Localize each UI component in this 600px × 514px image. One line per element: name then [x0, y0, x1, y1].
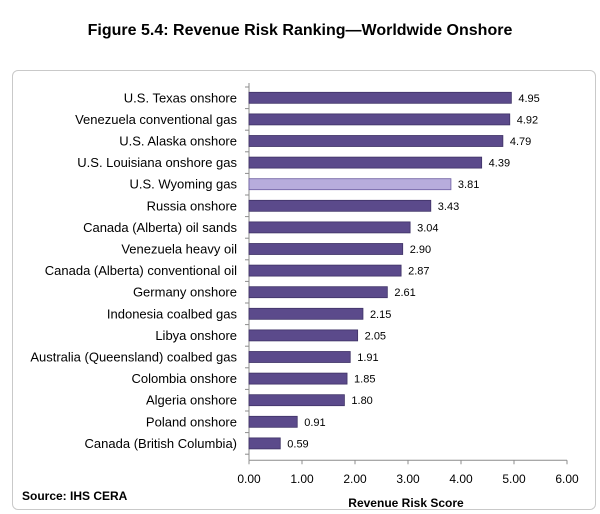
bar [248, 156, 483, 169]
category-label: Algeria onshore [146, 393, 237, 408]
data-label: 4.92 [517, 114, 538, 126]
category-label: Venezuela heavy oil [121, 242, 237, 257]
bar [248, 415, 298, 428]
data-label: 3.81 [458, 179, 479, 191]
data-label: 3.04 [417, 222, 438, 234]
category-label: Venezuela conventional gas [75, 112, 237, 127]
x-tick-label: 3.00 [396, 472, 420, 486]
bar [248, 372, 348, 385]
data-label: 2.15 [370, 309, 391, 321]
bar [248, 221, 411, 234]
bar [248, 199, 432, 212]
x-tick-label: 1.00 [290, 472, 314, 486]
category-label: Australia (Queensland) coalbed gas [30, 350, 237, 365]
x-tick-label: 0.00 [237, 472, 261, 486]
bar [248, 91, 512, 104]
data-label: 4.39 [489, 158, 510, 170]
category-label: U.S. Wyoming gas [129, 177, 237, 192]
category-label: U.S. Alaska onshore [119, 134, 237, 149]
x-tick-label: 2.00 [343, 472, 367, 486]
category-label: Poland onshore [146, 414, 237, 429]
source-note: Source: IHS CERA [22, 489, 128, 503]
category-label: Canada (Alberta) oil sands [83, 220, 237, 235]
category-label: Libya onshore [155, 328, 237, 343]
category-label: U.S. Louisiana onshore gas [77, 155, 237, 170]
bar-highlight [248, 178, 452, 191]
x-tick-label: 6.00 [555, 472, 579, 486]
bar [248, 286, 388, 299]
bar [248, 264, 402, 277]
data-label: 1.80 [351, 395, 372, 407]
bar [248, 243, 404, 255]
data-label: 4.95 [518, 93, 539, 105]
data-label: 1.85 [354, 374, 375, 386]
bar [248, 329, 359, 342]
bar [248, 394, 345, 407]
bar [248, 135, 504, 147]
data-label: 2.05 [365, 330, 386, 342]
category-label: Russia onshore [147, 198, 237, 213]
category-label: Germany onshore [133, 285, 237, 300]
data-label: 2.90 [410, 244, 431, 256]
data-label: 0.91 [304, 417, 325, 429]
category-label: Indonesia coalbed gas [107, 306, 238, 321]
chart-frame [12, 70, 596, 510]
bar [248, 351, 351, 363]
category-label: U.S. Texas onshore [124, 90, 237, 105]
x-tick-label: 5.00 [502, 472, 526, 486]
bar [248, 437, 281, 450]
data-label: 0.59 [287, 438, 308, 450]
category-label: Canada (British Columbia) [85, 436, 237, 451]
data-label: 4.79 [510, 136, 531, 148]
x-tick-label: 4.00 [449, 472, 473, 486]
category-label: Colombia onshore [131, 371, 237, 386]
data-label: 2.87 [408, 266, 429, 278]
x-axis-title: Revenue Risk Score [348, 496, 464, 510]
chart-title: Figure 5.4: Revenue Risk Ranking—Worldwi… [87, 22, 513, 39]
bar [248, 307, 364, 320]
data-label: 1.91 [357, 352, 378, 364]
category-label: Canada (Alberta) conventional oil [45, 263, 237, 278]
data-label: 2.61 [394, 287, 415, 299]
data-label: 3.43 [438, 201, 459, 213]
bar [248, 113, 511, 126]
